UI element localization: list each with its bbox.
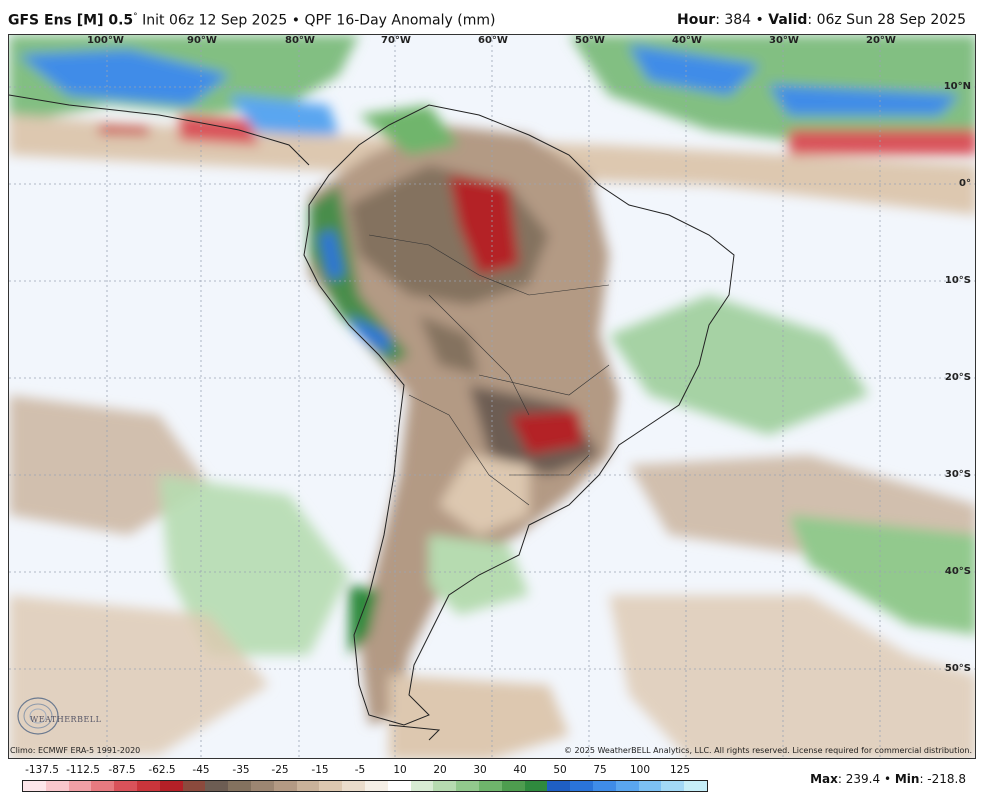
legend-swatch [296,781,320,791]
legend-swatch [592,781,616,791]
legend-swatch [501,781,525,791]
legend-tick-label: -5 [354,764,366,776]
lat-label: 20°S [944,372,971,383]
min-label: Min [894,772,920,786]
lat-label: 10°N [943,81,971,92]
legend-tick-label: -35 [232,764,250,776]
header-title: GFS Ens [M] 0.5° Init 06z 12 Sep 2025 • … [8,12,495,29]
legend-swatch [114,781,137,791]
header-valid: Hour: 384 • Valid: 06z Sun 28 Sep 2025 [677,12,966,28]
legend-tick-label: 30 [473,764,487,776]
legend-tick-label: 100 [629,764,651,776]
lat-label: 0° [959,178,971,189]
lon-label: 70°W [381,35,411,46]
legend-swatch [387,781,411,791]
valid-value: : 06z Sun 28 Sep 2025 [807,12,966,28]
legend-swatch [638,781,662,791]
legend-swatch [524,781,548,791]
legend-swatch [661,781,685,791]
legend-tick-label: -45 [192,764,210,776]
legend-swatch [364,781,388,791]
legend-swatch [91,781,115,791]
climo-credit: Climo: ECMWF ERA-5 1991-2020 [10,746,141,755]
legend-tick-label: 40 [513,764,527,776]
weatherbell-logo-icon [17,697,59,735]
legend-swatch [570,781,593,791]
init-time: Init 06z 12 Sep 2025 [142,12,288,29]
legend-swatch [615,781,639,791]
max-label: Max [810,772,838,786]
legend-swatch [136,781,160,791]
legend-swatch [228,781,251,791]
map-canvas [9,35,975,758]
lon-label: 30°W [769,35,799,46]
legend-tick-label: -137.5 [25,764,59,776]
lat-label: 50°S [944,663,971,674]
legend-tick-label: -15 [311,764,329,776]
degree-symbol: ° [133,12,138,22]
legend-swatch [478,781,502,791]
lat-label: 30°S [944,469,971,480]
legend-swatch [684,781,707,791]
legend-colorbar [22,780,708,792]
separator: • [883,772,892,786]
legend-tick-label: -87.5 [108,764,136,776]
borders [368,234,610,506]
legend-swatch [250,781,274,791]
legend-swatch [433,781,457,791]
graticule [9,35,975,758]
legend-tick-label: 20 [433,764,447,776]
lon-label: 40°W [672,35,702,46]
legend-swatch [547,781,571,791]
logo-text: WEATHERBELL [30,715,102,724]
legend-tick-label: -25 [271,764,289,776]
legend-swatch [342,781,365,791]
copyright-credit: © 2025 WeatherBELL Analytics, LLC. All r… [564,746,972,755]
lat-label: 40°S [944,566,971,577]
lat-label: 10°S [944,275,971,286]
separator: • [755,12,764,28]
legend-tick-label: 50 [553,764,567,776]
legend-swatch [45,781,69,791]
legend-tick-label: 10 [393,764,407,776]
legend-swatch [319,781,343,791]
legend-swatch [182,781,206,791]
legend-tick-label: -112.5 [66,764,100,776]
lon-label: 90°W [187,35,217,46]
lon-label: 20°W [866,35,896,46]
max-min-stats: Max: 239.4 • Min: -218.8 [810,772,966,786]
valid-label: Valid [768,12,808,28]
anomaly-map: 100°W 90°W 80°W 70°W 60°W 50°W 40°W 30°W… [8,34,976,759]
separator: • [291,12,301,29]
color-legend: -137.5 -112.5 -87.5 -62.5 -45 -35 -25 -15 -5 10 20… [8,760,708,808]
map-header: GFS Ens [M] 0.5° Init 06z 12 Sep 2025 • … [0,0,984,34]
legend-swatch [410,781,434,791]
min-value: : -218.8 [919,772,966,786]
hour-value: : 384 [715,12,752,28]
legend-swatch [205,781,229,791]
product-name: QPF 16-Day Anomaly (mm) [304,12,496,29]
lon-label: 80°W [285,35,315,46]
lon-label: 60°W [478,35,508,46]
legend-tick-label: -62.5 [148,764,176,776]
legend-swatch [68,781,92,791]
coastlines [9,94,735,741]
legend-swatch [456,781,479,791]
hour-label: Hour [676,12,716,28]
lon-label: 100°W [87,35,124,46]
legend-swatch [159,781,183,791]
max-value: : 239.4 [837,772,881,786]
legend-swatch [23,781,46,791]
legend-tick-label: 125 [669,764,691,776]
legend-swatch [273,781,297,791]
legend-tick-label: 75 [593,764,607,776]
model-name: GFS Ens [M] 0.5 [8,12,134,29]
anomaly-shading [9,35,975,758]
lon-label: 50°W [575,35,605,46]
